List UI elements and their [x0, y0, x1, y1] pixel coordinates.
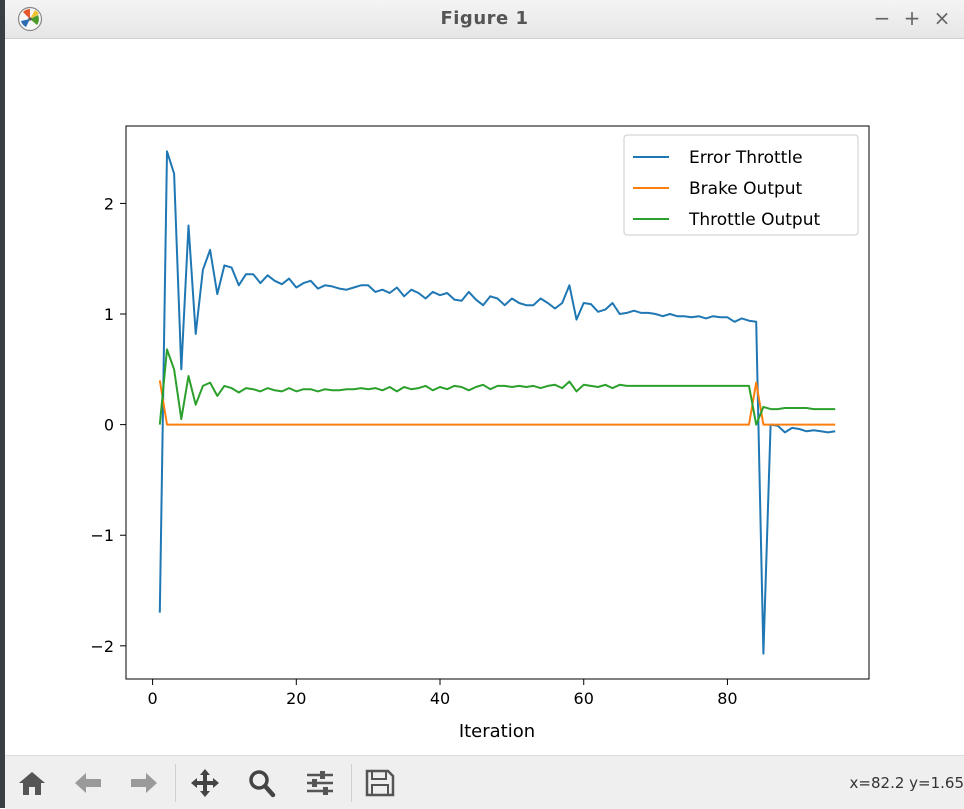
toolbar-separator [351, 764, 352, 802]
figure-canvas[interactable]: 0 20 40 60 80 −2 −1 0 1 2 Iteration Error Thrott… [5, 39, 964, 755]
y-tick-label: 1 [104, 305, 114, 324]
zoom-icon [249, 770, 276, 798]
app-icon [17, 6, 43, 32]
cursor-coordinates: x=82.2 y=1.65 [849, 774, 964, 792]
legend: Error Throttle Brake Output Throttle Outpu… [623, 134, 859, 236]
configure-subplots-icon [307, 771, 333, 795]
minimize-button[interactable]: − [873, 6, 891, 30]
legend-label: Brake Output [689, 179, 803, 199]
series-line-error-throttle [158, 150, 836, 655]
back-arrow-icon [75, 773, 101, 793]
back-button[interactable] [71, 768, 105, 798]
series-lines [158, 150, 836, 655]
line-chart: 0 20 40 60 80 −2 −1 0 1 2 Iteration Error Thrott… [90, 125, 870, 742]
configure-subplots-button[interactable] [303, 768, 337, 798]
close-button[interactable]: × [933, 6, 951, 30]
home-icon [19, 772, 45, 795]
x-axis-label: Iteration [459, 721, 535, 742]
pan-button[interactable] [188, 768, 222, 798]
save-icon [365, 769, 395, 797]
y-ticks: −2 −1 0 1 2 [90, 194, 126, 656]
x-tick-label: 0 [147, 689, 157, 708]
x-ticks: 0 20 40 60 80 [147, 679, 738, 708]
x-tick-label: 80 [717, 689, 737, 708]
navigation-toolbar: x=82.2 y=1.65 [5, 755, 964, 809]
pan-icon [191, 769, 219, 797]
zoom-button[interactable] [245, 768, 279, 798]
legend-box [623, 134, 859, 236]
window-title: Figure 1 [440, 8, 529, 29]
toolbar-separator [175, 764, 176, 802]
legend-label: Error Throttle [689, 148, 803, 168]
title-bar[interactable]: Figure 1 − + × [5, 0, 964, 39]
x-tick-label: 20 [286, 689, 306, 708]
series-line-brake-output [158, 380, 836, 426]
window-border [0, 0, 5, 808]
forward-button[interactable] [127, 768, 161, 798]
y-tick-label: −2 [90, 637, 114, 656]
save-button[interactable] [363, 768, 397, 798]
home-button[interactable] [15, 768, 49, 798]
y-tick-label: 2 [104, 194, 114, 213]
axes-frame [125, 125, 870, 680]
legend-label: Throttle Output [688, 210, 820, 230]
x-tick-label: 40 [430, 689, 450, 708]
x-tick-label: 60 [574, 689, 594, 708]
maximize-button[interactable]: + [903, 6, 921, 30]
y-tick-label: 0 [104, 416, 114, 435]
y-tick-label: −1 [90, 526, 114, 545]
series-line-throttle-output [158, 348, 836, 426]
forward-arrow-icon [131, 773, 157, 793]
